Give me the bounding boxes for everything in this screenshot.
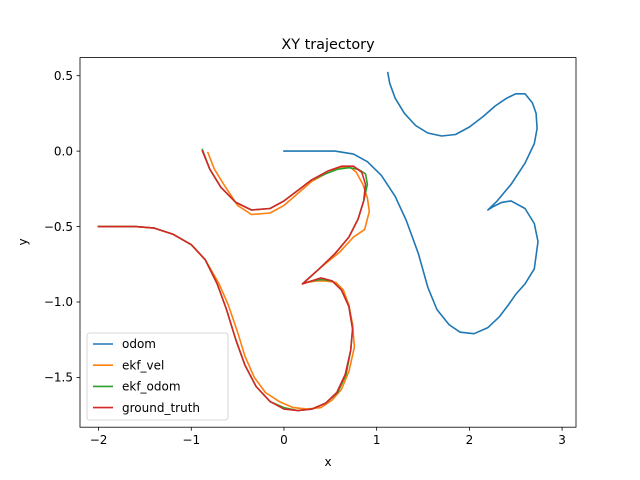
y-tick-label: 0.5 bbox=[54, 69, 73, 83]
legend: odom ekf_vel ekf_odom ground_truth bbox=[86, 332, 229, 421]
y-axis: 0.5 0.0 −0.5 −1.0 −1.5 bbox=[44, 69, 80, 385]
x-tick-label: 1 bbox=[373, 433, 381, 447]
legend-label: odom bbox=[122, 337, 156, 351]
y-tick-label: −1.0 bbox=[44, 295, 73, 309]
series-line-ground-truth bbox=[97, 150, 367, 412]
x-axis-label: x bbox=[324, 455, 331, 469]
y-axis-label: y bbox=[16, 238, 30, 245]
series-line-ekf-vel bbox=[97, 151, 371, 410]
plot-area bbox=[97, 71, 539, 412]
x-tick-label: −1 bbox=[182, 433, 200, 447]
legend-box bbox=[86, 332, 229, 421]
series-line-odom bbox=[283, 71, 539, 335]
legend-label: ekf_vel bbox=[122, 358, 164, 372]
y-tick-label: 0.0 bbox=[54, 144, 73, 158]
y-tick-label: −1.5 bbox=[44, 371, 73, 385]
x-tick-label: 0 bbox=[280, 433, 288, 447]
axes-frame bbox=[79, 57, 577, 428]
legend-label: ground_truth bbox=[122, 401, 200, 415]
y-tick-label: −0.5 bbox=[44, 220, 73, 234]
x-tick-label: −2 bbox=[90, 433, 108, 447]
legend-label: ekf_odom bbox=[122, 380, 181, 394]
x-tick-label: 2 bbox=[466, 433, 474, 447]
chart-title: XY trajectory bbox=[281, 37, 375, 53]
x-tick-label: 3 bbox=[558, 433, 566, 447]
x-axis: −2 −1 0 1 2 3 bbox=[90, 427, 566, 447]
